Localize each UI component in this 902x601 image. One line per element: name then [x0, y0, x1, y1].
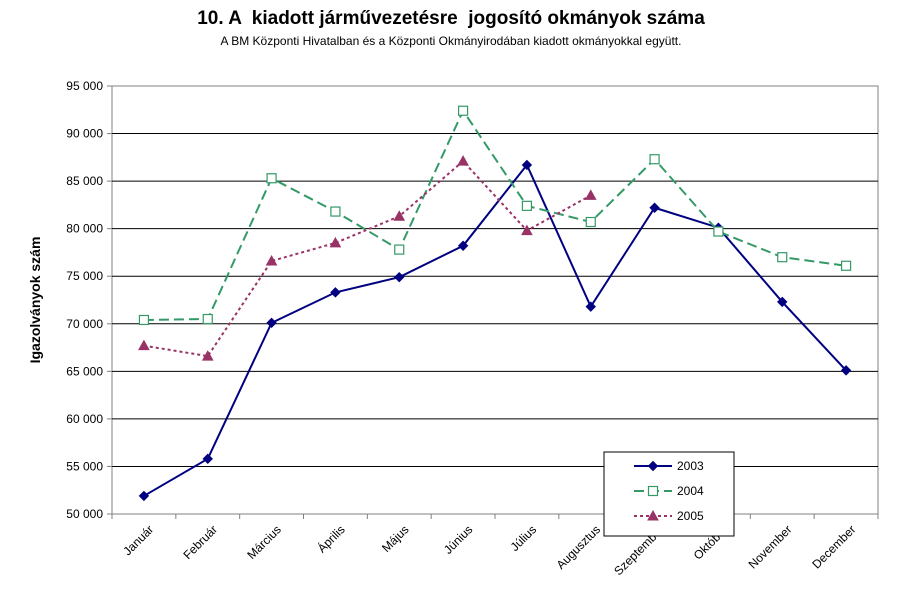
series-lines [138, 105, 852, 502]
plot-area [111, 85, 879, 515]
legend: 2003 2004 2005 [603, 451, 735, 537]
data-point [777, 252, 788, 263]
y-axis-label: Igazolványok szám [27, 237, 43, 364]
data-point [521, 200, 533, 211]
data-point [840, 365, 852, 376]
data-point [330, 287, 341, 298]
data-point [265, 254, 278, 266]
data-point [647, 509, 659, 521]
y-tick-labels: 50 000 55 000 60 000 65 000 70 000 75 000 80 0… [66, 79, 103, 521]
data-point [713, 226, 724, 237]
series-2004 [138, 105, 852, 326]
x-tick-label: Február [180, 522, 220, 562]
data-point [266, 173, 277, 184]
data-point [584, 189, 597, 200]
data-point [521, 159, 533, 171]
data-point [585, 216, 596, 228]
x-tick-label: November [746, 522, 795, 571]
data-point [840, 260, 852, 271]
y-tick-label: 70 000 [66, 317, 103, 331]
legend-label: 2005 [677, 509, 704, 523]
data-point [202, 313, 213, 325]
x-tick-label: Június [441, 522, 475, 556]
legend-box [603, 451, 735, 537]
x-tick-labels: Január Február Március Április Május Június Jú… [120, 522, 858, 578]
y-tick-label: 85 000 [66, 174, 103, 188]
chart-subtitle: A BM Központi Hivatalban és a Központi O… [220, 34, 682, 48]
x-tick-label: Augusztus [554, 522, 604, 572]
chart-title: 10. A kiadott járművezetésre jogosító ok… [197, 8, 705, 29]
series-2005 [138, 155, 597, 361]
data-point [201, 350, 214, 361]
data-point [647, 460, 659, 472]
gridlines [107, 85, 879, 519]
legend-label: 2004 [677, 484, 704, 498]
y-tick-label: 55 000 [66, 459, 103, 473]
y-tick-label: 65 000 [66, 364, 103, 378]
data-point [649, 202, 660, 213]
x-tick-label: Január [120, 522, 156, 558]
series-2003 [138, 159, 852, 502]
y-tick-label: 60 000 [66, 412, 103, 426]
legend-label: 2003 [677, 459, 704, 473]
data-point [329, 236, 342, 248]
series-line [143, 163, 847, 497]
data-point [202, 453, 213, 465]
data-point [394, 244, 405, 255]
y-tick-label: 75 000 [66, 269, 103, 283]
y-tick-label: 95 000 [66, 79, 103, 93]
data-point [585, 301, 596, 312]
data-point [138, 490, 150, 502]
series-line [143, 108, 847, 321]
x-tick-label: December [809, 522, 858, 571]
data-point [138, 339, 150, 351]
x-tick-label: Március [244, 522, 284, 562]
x-tick-label: Április [314, 522, 348, 556]
x-tick-label: Július [508, 522, 540, 554]
data-point [457, 105, 469, 116]
data-point [394, 271, 405, 283]
data-point [777, 296, 788, 308]
data-point [457, 240, 469, 251]
y-tick-label: 50 000 [66, 507, 103, 521]
data-point [393, 210, 406, 221]
data-point [266, 317, 277, 329]
data-point [521, 224, 533, 236]
data-point [330, 206, 341, 217]
y-tick-label: 90 000 [66, 127, 103, 141]
data-point [647, 485, 659, 497]
data-point [649, 154, 660, 165]
y-tick-label: 80 000 [66, 222, 103, 236]
data-point [457, 155, 469, 166]
x-tick-label: Május [379, 522, 412, 555]
data-point [138, 314, 150, 326]
